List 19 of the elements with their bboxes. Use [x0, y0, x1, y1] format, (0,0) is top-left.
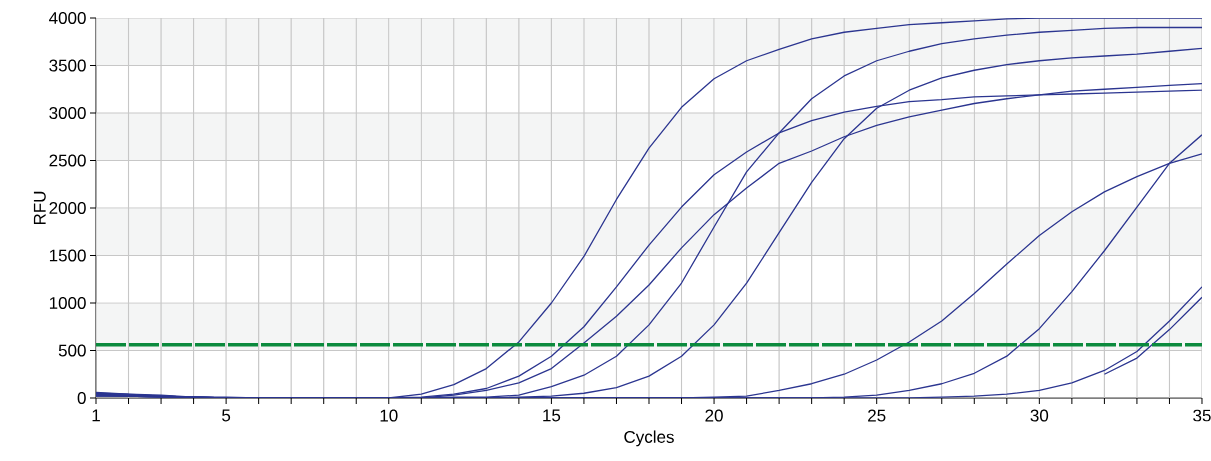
x-tick-label: 10: [380, 409, 398, 422]
y-axis-title: RFU: [33, 191, 46, 225]
y-tick-label: 3500: [49, 59, 86, 72]
y-tick-label: 2500: [49, 154, 86, 167]
x-axis-title: Cycles: [624, 430, 674, 447]
x-tick-label: 5: [222, 409, 231, 422]
y-tick-label: 1000: [49, 296, 86, 310]
x-tick-label: 25: [868, 409, 886, 422]
x-tick-label: 1: [92, 409, 100, 422]
x-tick-label: 20: [705, 409, 723, 422]
y-tick-label: 0: [77, 391, 86, 405]
x-tick-label: 30: [1030, 409, 1049, 422]
x-tick-label: 15: [543, 409, 561, 422]
x-tick-label: 35: [1193, 409, 1211, 422]
y-tick-label: 4000: [49, 11, 86, 25]
y-tick-label: 1500: [49, 249, 86, 262]
y-tick-label: 500: [58, 344, 86, 357]
y-tick-label: 3000: [49, 106, 86, 120]
y-tick-label: 2000: [49, 201, 86, 215]
